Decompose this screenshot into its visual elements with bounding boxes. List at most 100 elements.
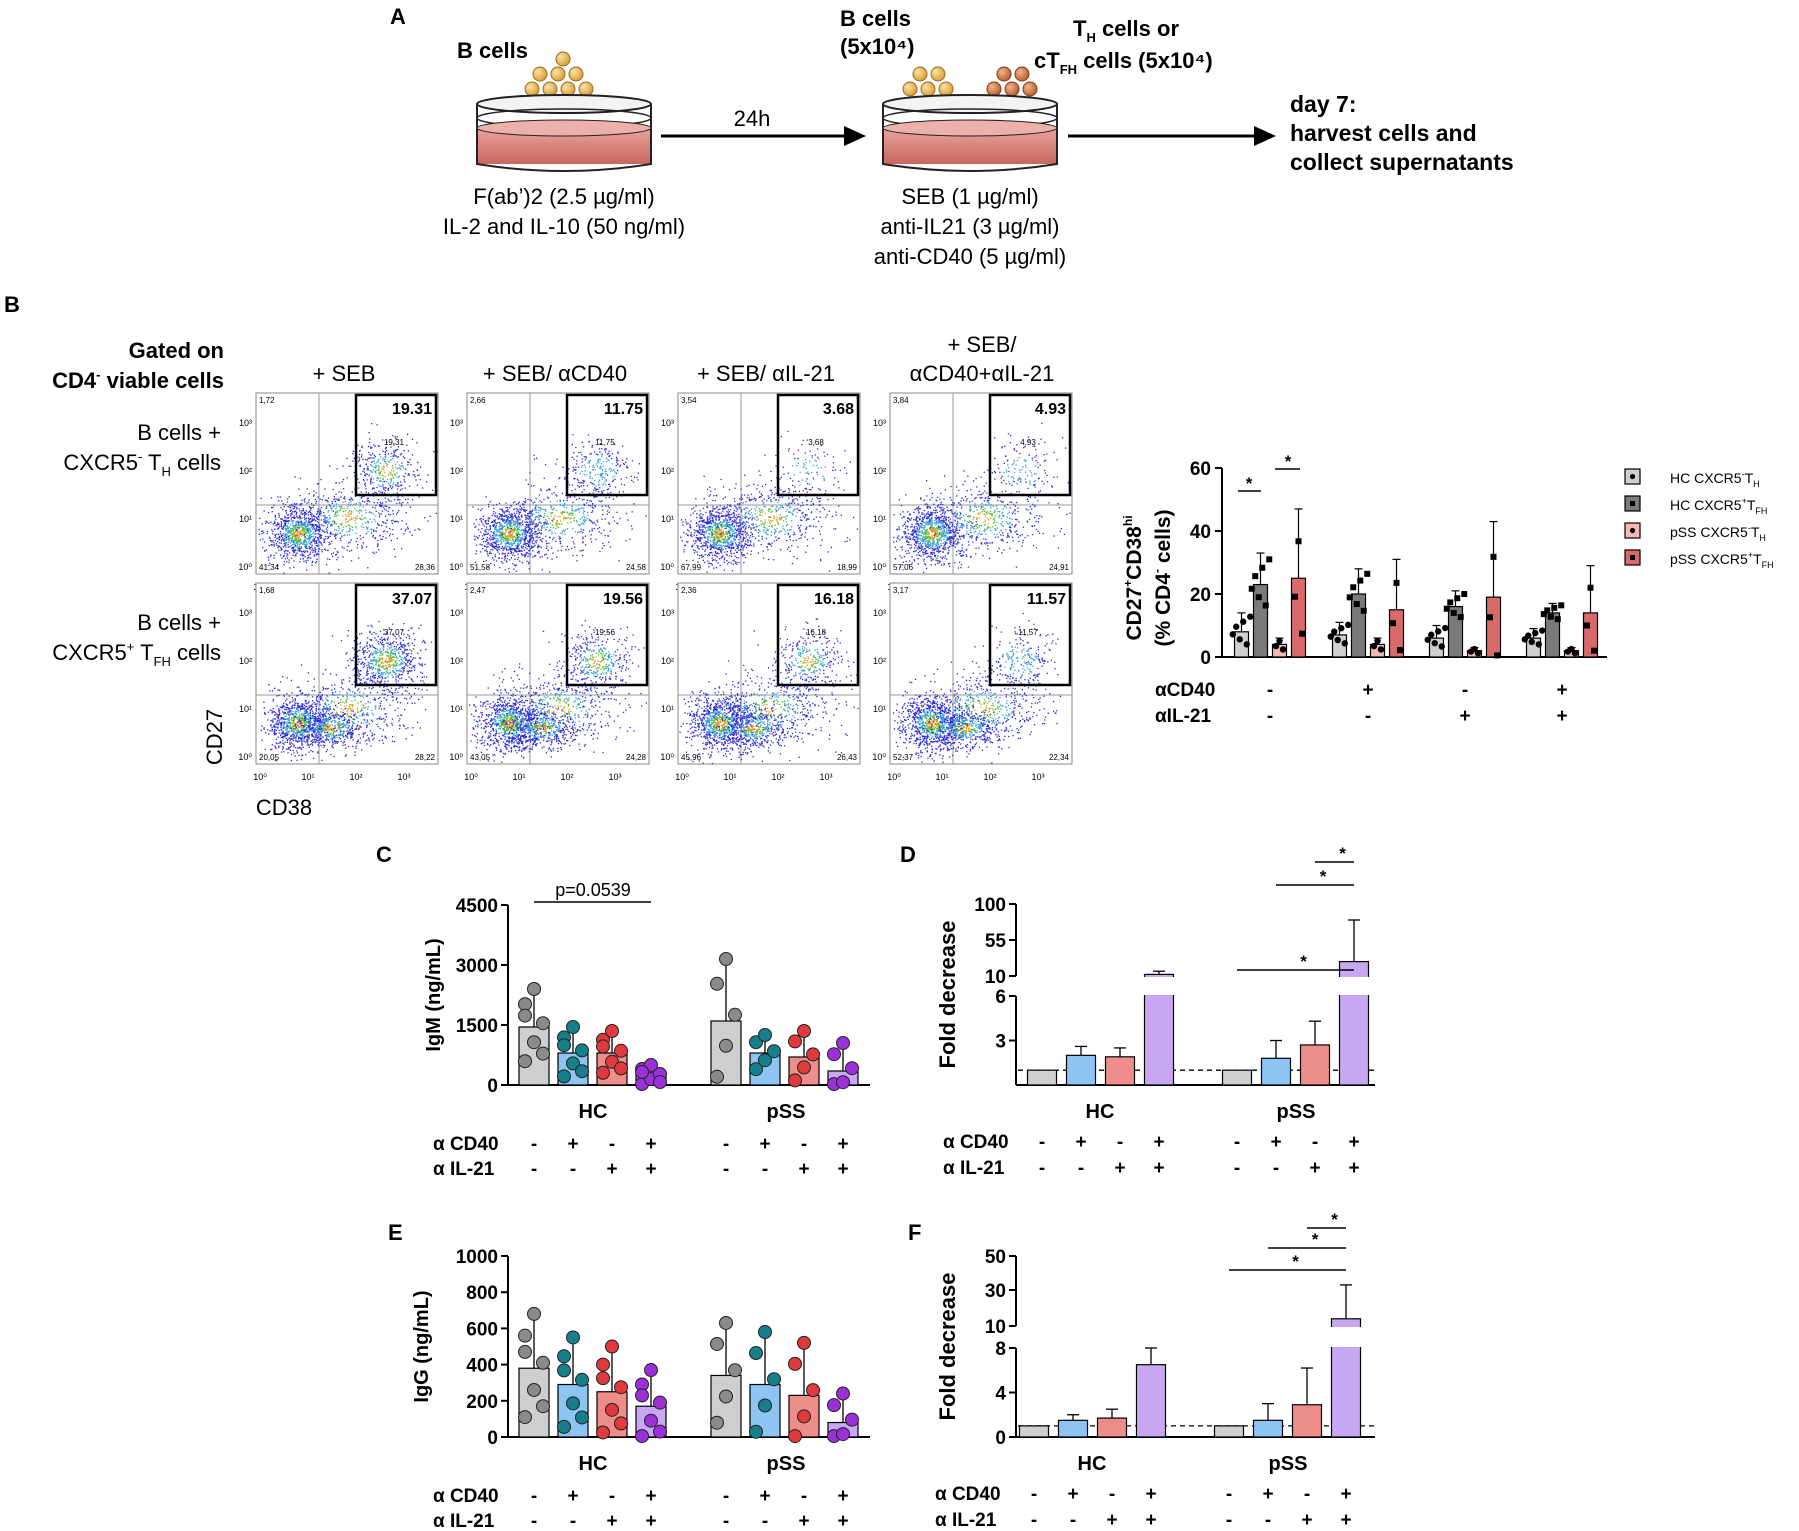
flow-event (698, 520, 700, 523)
flow-event (785, 518, 787, 520)
flow-event (730, 544, 732, 546)
flow-event (490, 536, 492, 538)
flow-event (696, 551, 698, 553)
flow-event (296, 544, 298, 546)
flow-event (765, 532, 767, 534)
flow-event (299, 531, 301, 533)
flow-event (721, 508, 723, 510)
flow-event (521, 532, 524, 535)
flow-event (264, 541, 266, 543)
flow-event (729, 514, 731, 516)
flow-event (297, 520, 299, 522)
flow-event (768, 510, 770, 512)
flow-event (520, 538, 523, 541)
flow-event (374, 462, 376, 465)
flow-event (709, 515, 711, 517)
flow-event (525, 517, 528, 519)
flow-event (576, 554, 578, 557)
flow-event (526, 560, 528, 562)
flow-event (551, 558, 553, 560)
flow-event (768, 543, 770, 545)
flow-event (350, 465, 352, 467)
flow-event (598, 526, 601, 529)
flow-event (292, 507, 294, 510)
flow-event (510, 504, 512, 507)
flow-event (507, 518, 509, 521)
flow-event (715, 552, 717, 554)
flow-event (516, 532, 518, 535)
flow-event (693, 529, 695, 531)
flow-event (387, 460, 389, 462)
flow-event (571, 509, 573, 511)
flow-event (312, 540, 314, 542)
flow-event (293, 543, 295, 545)
flow-event (769, 521, 771, 523)
flow-event (365, 533, 368, 535)
flow-event (794, 508, 796, 511)
flow-event (626, 467, 628, 469)
flow-event (693, 534, 695, 536)
flow-event (316, 558, 318, 560)
flow-event (293, 528, 296, 530)
flow-event (524, 526, 526, 528)
flow-event (555, 521, 558, 524)
flow-event (602, 476, 604, 478)
flow-event (611, 470, 614, 472)
flow-event (703, 524, 706, 527)
flow-event (730, 535, 732, 537)
dish2-cond2: anti-IL21 (3 µg/ml) (881, 214, 1060, 239)
flow-event (770, 480, 772, 482)
flow-event (306, 530, 308, 532)
flow-event (310, 533, 312, 536)
flow-event (386, 519, 388, 521)
flow-event (588, 465, 591, 468)
flow-event (268, 522, 270, 524)
flow-event (375, 510, 377, 512)
flow-event (502, 509, 504, 512)
flow-event (722, 555, 724, 557)
flow-event (726, 551, 729, 553)
flow-event (813, 478, 815, 480)
flow-event (604, 448, 606, 450)
flow-event (727, 542, 729, 545)
flow-event (705, 543, 707, 545)
flow-event (595, 538, 597, 541)
flow-event (382, 457, 384, 459)
flow-event (509, 525, 511, 527)
flow-event (365, 526, 368, 528)
flow-event (759, 514, 761, 516)
flow-event (781, 516, 783, 518)
flow-event (687, 541, 689, 543)
flow-event (838, 505, 840, 507)
flow-event (811, 471, 813, 474)
flow-event (583, 480, 586, 482)
flow-event (529, 521, 532, 523)
flow-event (597, 459, 599, 461)
flow-event (596, 496, 598, 498)
flow-event (327, 558, 329, 560)
flow-event (784, 533, 786, 535)
flow-event (810, 511, 813, 513)
flow-event (627, 519, 629, 521)
flow-event (714, 524, 717, 527)
flow-event (581, 470, 583, 473)
flow-event (297, 536, 299, 539)
flow-event (602, 472, 604, 474)
flow-event (507, 540, 509, 542)
flow-event (309, 513, 312, 516)
flow-event (361, 454, 363, 456)
flow-event (518, 540, 520, 542)
flow-event (393, 548, 395, 550)
flow-event (713, 524, 715, 527)
flow-event (343, 547, 345, 549)
flow-event (512, 536, 515, 538)
flow-event (791, 496, 793, 498)
flow-event (521, 514, 523, 517)
flow-event (523, 531, 525, 533)
flow-event (816, 448, 819, 450)
flow-event (856, 528, 859, 530)
flow-event (405, 528, 407, 530)
flow-event (704, 545, 706, 547)
flow-event (718, 529, 720, 531)
flow-event (359, 512, 361, 514)
